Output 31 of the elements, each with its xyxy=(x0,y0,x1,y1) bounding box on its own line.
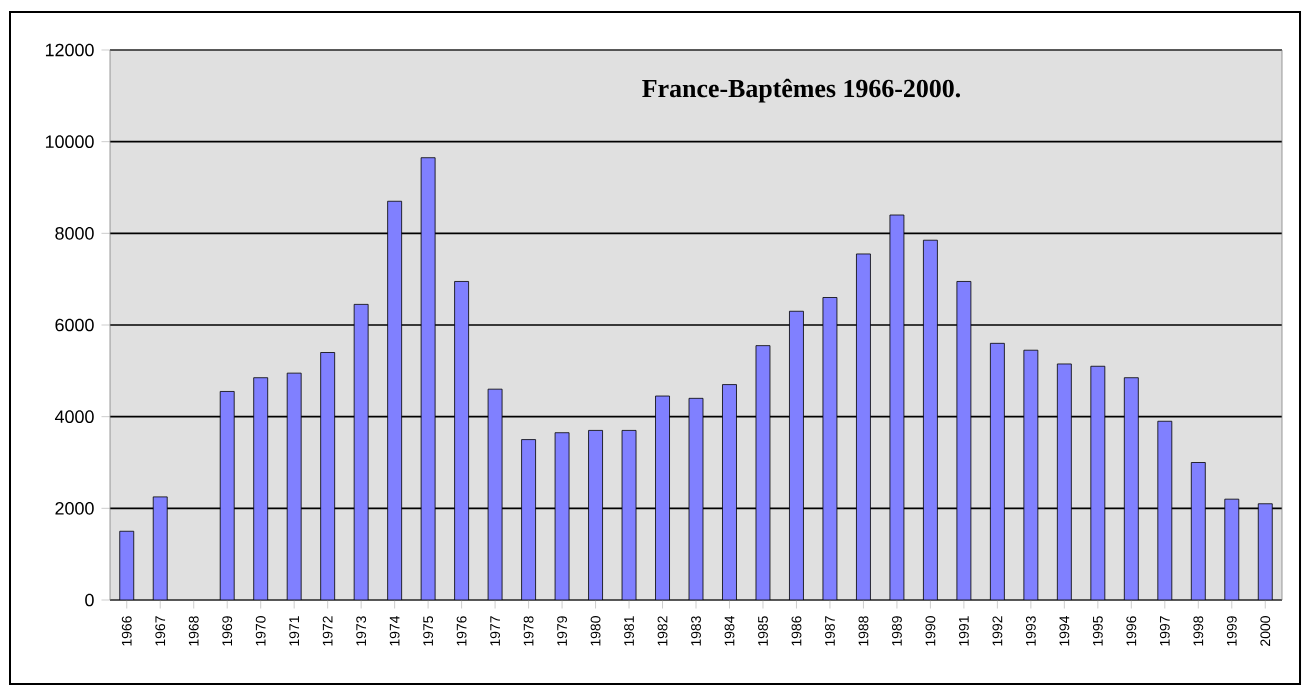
bar xyxy=(454,281,469,600)
bar xyxy=(219,391,235,600)
bar xyxy=(521,439,536,600)
y-tick-label: 10000 xyxy=(45,135,94,149)
bar xyxy=(320,352,336,600)
bar xyxy=(588,430,603,600)
bar xyxy=(1157,420,1173,600)
bar xyxy=(722,384,737,600)
bar xyxy=(1190,462,1206,600)
y-tick-label: 8000 xyxy=(55,226,94,240)
bar xyxy=(1056,363,1072,600)
y-tick-label: 0 xyxy=(85,593,94,607)
y-tick-label: 12000 xyxy=(45,43,94,57)
bar xyxy=(1257,503,1273,600)
bar xyxy=(923,239,938,600)
bar xyxy=(152,496,168,600)
bar xyxy=(989,342,1005,600)
bar xyxy=(1090,365,1106,600)
bar xyxy=(1123,377,1139,600)
bar xyxy=(1224,498,1240,600)
bar xyxy=(119,530,135,600)
y-tick-label: 2000 xyxy=(55,501,94,515)
y-tick-label: 6000 xyxy=(55,318,94,332)
bar xyxy=(387,200,403,600)
y-tick-label: 4000 xyxy=(54,410,94,424)
bar xyxy=(286,372,302,600)
bar xyxy=(655,395,670,600)
bar xyxy=(253,377,269,600)
text: France-Baptêmes 1966-2000. xyxy=(642,78,961,103)
bar xyxy=(856,253,871,600)
bar xyxy=(789,310,804,600)
